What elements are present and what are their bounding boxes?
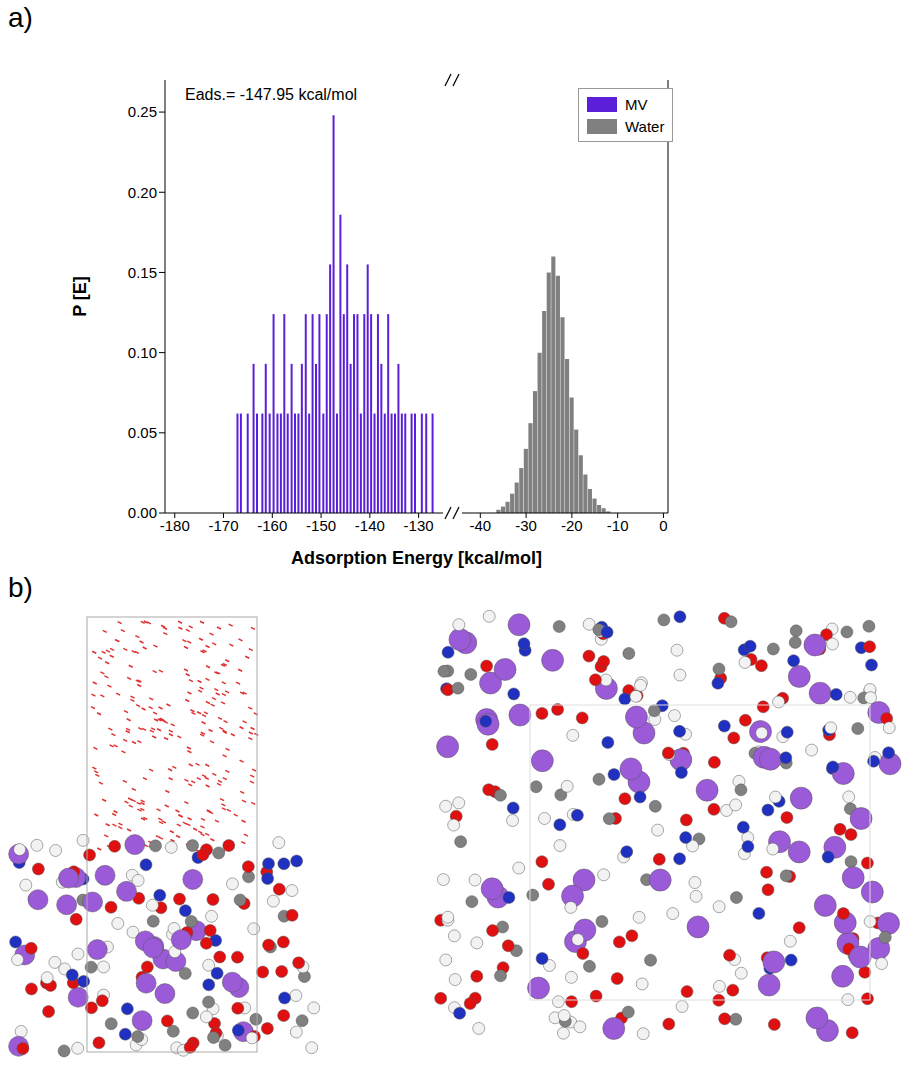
svg-text:0.00: 0.00 [128, 504, 157, 521]
svg-text:0.25: 0.25 [128, 103, 157, 120]
svg-text:P [E]: P [E] [70, 276, 90, 317]
svg-text:0.20: 0.20 [128, 184, 157, 201]
svg-text:-150: -150 [306, 517, 336, 534]
html-text:Water: Water [625, 117, 665, 135]
svg-text:-180: -180 [160, 517, 190, 534]
svg-text:0.15: 0.15 [128, 264, 157, 281]
svg-text:-40: -40 [469, 517, 491, 534]
svg-text:-30: -30 [515, 517, 537, 534]
svg-text:-20: -20 [561, 517, 583, 534]
html-text:Adsorption Energy [kcal/mol]: Adsorption Energy [kcal/mol] [291, 548, 542, 568]
html-text:a): a) [8, 2, 33, 33]
html-text:b): b) [8, 572, 33, 603]
svg-text:0: 0 [659, 517, 667, 534]
html-text:MV: MV [625, 95, 648, 113]
svg-text:-140: -140 [355, 517, 385, 534]
svg-text:-130: -130 [404, 517, 434, 534]
svg-text:-170: -170 [209, 517, 239, 534]
html-text:Eads.= -147.95 kcal/mol: Eads.= -147.95 kcal/mol [185, 86, 358, 103]
svg-text:-160: -160 [257, 517, 287, 534]
svg-text:0.05: 0.05 [128, 424, 157, 441]
svg-text:-10: -10 [607, 517, 629, 534]
svg-text:0.10: 0.10 [128, 344, 157, 361]
